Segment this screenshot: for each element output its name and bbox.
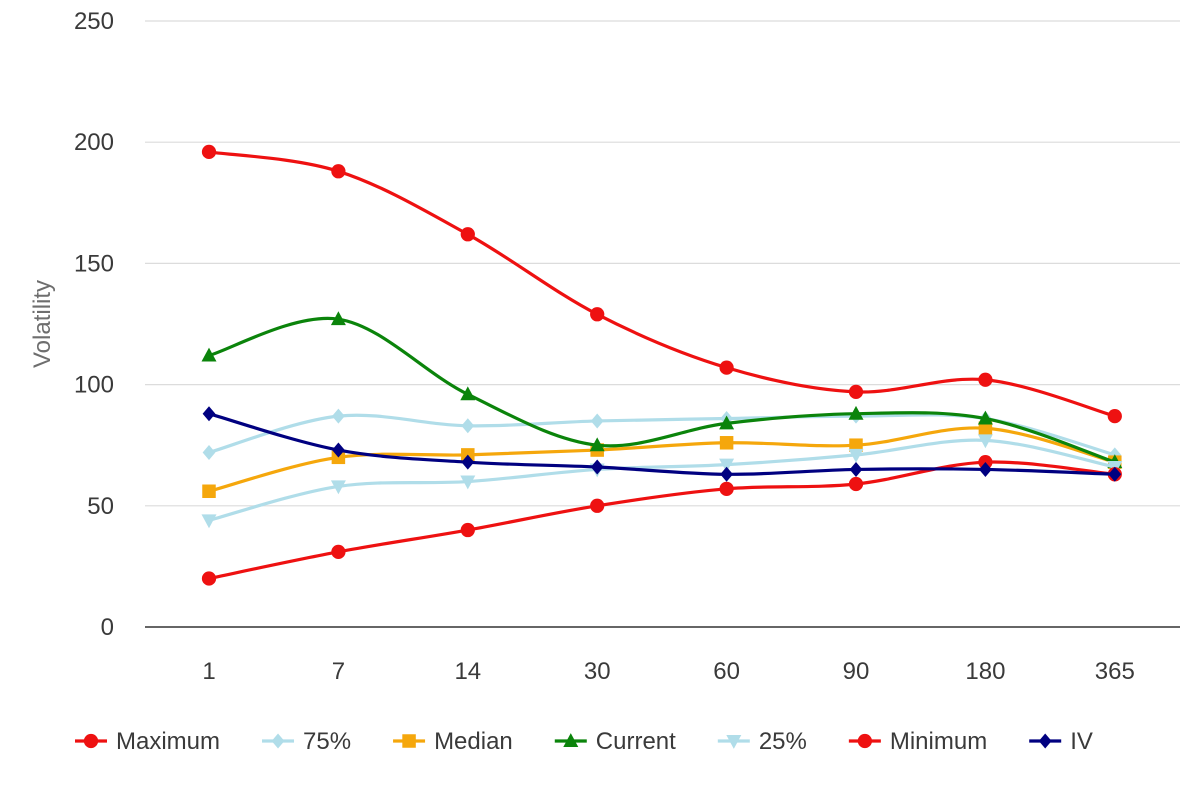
series-minimum — [201, 455, 1122, 586]
data-point-iv — [590, 459, 604, 475]
y-axis-tick-labels: 0 50 100 150 200 250 — [74, 8, 114, 641]
data-point-iv — [979, 461, 992, 477]
data-point-75pct — [590, 413, 604, 429]
legend-item-iv: IV — [1029, 728, 1093, 755]
legend-item-median: Median — [393, 728, 513, 755]
data-point-iv — [202, 406, 216, 422]
y-tick-label: 0 — [101, 614, 114, 641]
x-tick-label: 365 — [1095, 658, 1135, 685]
data-point-current — [977, 410, 993, 425]
data-point-75pct — [202, 444, 216, 460]
data-point-current — [848, 405, 864, 420]
data-point-minimum — [201, 571, 217, 586]
legend: Maximum 75% Median Current 25% Minimum IV — [75, 728, 1093, 755]
legend-marker — [563, 733, 579, 747]
legend-label: IV — [1070, 728, 1093, 755]
legend-label: Minimum — [890, 728, 987, 755]
y-tick-label: 50 — [87, 493, 114, 520]
data-point-minimum — [460, 522, 475, 538]
series-line-25pct — [207, 438, 1117, 522]
data-point-maximum — [848, 384, 864, 399]
series-current — [201, 311, 1123, 469]
series-25pct — [201, 434, 1123, 529]
series-median — [202, 421, 1122, 499]
data-point-maximum — [201, 144, 217, 160]
legend-marker — [271, 733, 285, 749]
legend-marker — [726, 735, 742, 749]
data-point-maximum — [978, 372, 993, 387]
x-tick-label: 90 — [843, 658, 870, 685]
series-line-iv — [207, 412, 1117, 476]
series-line-median — [207, 426, 1117, 493]
data-point-median — [719, 436, 734, 450]
data-point-median — [202, 484, 216, 499]
data-point-maximum — [331, 164, 346, 179]
data-point-median — [849, 438, 863, 452]
data-point-25pct — [848, 448, 864, 463]
y-tick-label: 200 — [74, 129, 114, 156]
legend-label: Median — [434, 728, 513, 755]
data-point-current — [719, 415, 735, 430]
legend-label: 75% — [303, 728, 351, 755]
legend-item-current: Current — [554, 728, 676, 755]
data-point-current — [201, 347, 217, 362]
y-tick-label: 250 — [74, 8, 114, 35]
legend-label: 25% — [759, 728, 807, 755]
data-point-25pct — [719, 458, 735, 473]
y-tick-label: 100 — [74, 372, 114, 399]
data-point-maximum — [460, 227, 475, 242]
x-tick-label: 60 — [713, 658, 740, 685]
data-point-current — [589, 437, 605, 452]
legend-item-minimum: Minimum — [848, 728, 987, 755]
x-tick-label: 30 — [584, 658, 611, 685]
legend-marker — [402, 734, 416, 748]
grid-lines — [145, 20, 1180, 628]
data-point-iv — [461, 454, 475, 470]
data-point-75pct — [461, 418, 475, 434]
data-point-maximum — [590, 307, 605, 322]
data-point-median — [978, 421, 993, 435]
series-iv — [202, 406, 1122, 482]
series-maximum — [201, 144, 1122, 424]
x-tick-label: 7 — [332, 658, 345, 685]
x-tick-label: 1 — [202, 658, 215, 685]
data-point-25pct — [330, 480, 346, 495]
x-tick-label: 180 — [965, 658, 1005, 685]
data-point-minimum — [719, 481, 734, 496]
data-point-iv — [332, 442, 345, 458]
data-point-minimum — [848, 476, 864, 492]
legend-item-maximum: Maximum — [75, 728, 220, 755]
legend-marker — [1038, 733, 1052, 749]
legend-marker — [857, 733, 872, 749]
data-point-current — [460, 386, 476, 401]
data-point-25pct — [460, 475, 476, 490]
y-tick-label: 150 — [74, 250, 114, 277]
y-axis-title: Volatility — [29, 280, 56, 368]
x-axis-tick-labels: 1 7 14 30 60 90 180 365 — [202, 658, 1135, 685]
data-point-25pct — [977, 434, 993, 449]
data-point-iv — [1108, 466, 1122, 482]
legend-item-25pct: 25% — [717, 728, 807, 755]
series-line-current — [207, 316, 1117, 464]
data-point-75pct — [332, 408, 345, 424]
series-layer — [201, 144, 1123, 586]
data-point-minimum — [590, 498, 605, 513]
x-tick-label: 14 — [454, 658, 481, 685]
legend-marker — [83, 733, 99, 749]
legend-label: Maximum — [116, 728, 220, 755]
data-point-maximum — [719, 360, 734, 375]
data-point-iv — [849, 461, 863, 477]
legend-label: Current — [596, 728, 676, 755]
series-line-maximum — [207, 150, 1117, 418]
data-point-iv — [720, 466, 733, 482]
data-point-minimum — [331, 544, 346, 559]
legend-item-75pct: 75% — [262, 728, 351, 755]
data-point-maximum — [1107, 408, 1122, 424]
series-line-minimum — [207, 460, 1117, 581]
data-point-25pct — [201, 514, 217, 529]
data-point-current — [330, 311, 346, 326]
